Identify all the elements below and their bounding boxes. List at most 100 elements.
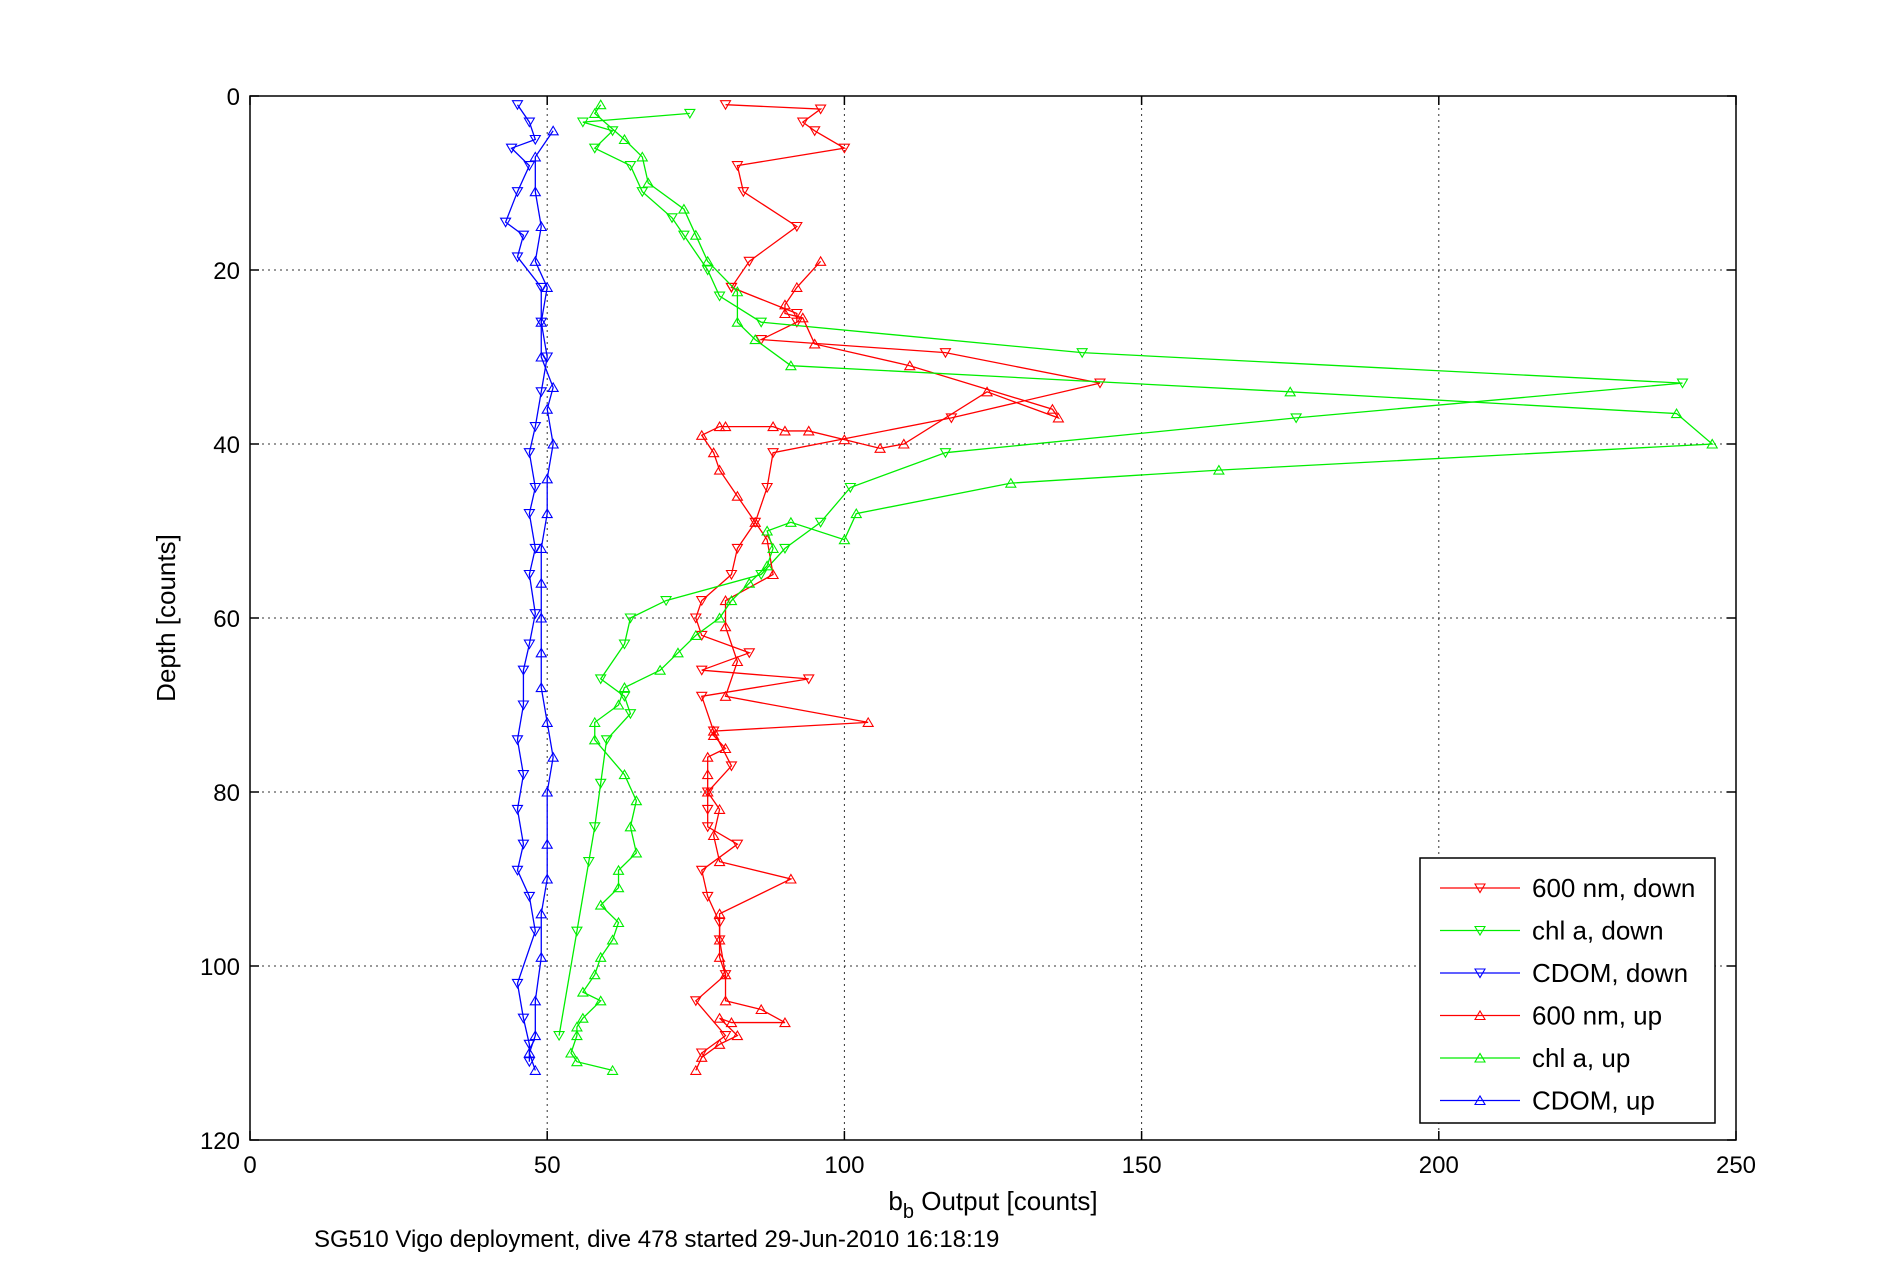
data-point — [808, 338, 821, 349]
data-point — [529, 1064, 542, 1075]
data-point — [767, 568, 780, 580]
data-point — [701, 804, 714, 815]
data-point — [1212, 464, 1225, 475]
data-point — [677, 203, 690, 214]
data-point — [529, 134, 542, 146]
data-point — [755, 317, 768, 328]
data-point — [844, 482, 857, 494]
data-point — [725, 761, 738, 772]
data-point — [719, 995, 732, 1006]
series-cdom-down — [499, 100, 554, 1068]
data-point — [790, 221, 803, 233]
data-point — [547, 125, 560, 136]
data-point — [790, 317, 803, 328]
data-point — [1284, 386, 1297, 397]
data-point — [790, 281, 803, 292]
data-point — [1676, 378, 1689, 389]
x-tick-label: 100 — [824, 1152, 864, 1179]
data-point — [719, 621, 732, 632]
data-point — [529, 186, 542, 197]
x-tick-label: 200 — [1419, 1152, 1459, 1179]
data-point — [529, 1030, 542, 1041]
legend-label: 600 nm, down — [1532, 873, 1695, 903]
data-point — [796, 117, 809, 128]
data-point — [541, 838, 554, 849]
data-point — [517, 230, 530, 241]
data-point — [731, 1030, 744, 1041]
data-point — [499, 217, 512, 228]
legend-item-cdom-up: CDOM, up — [1440, 1086, 1655, 1116]
data-point — [897, 438, 910, 449]
data-point — [594, 899, 607, 910]
data-point — [743, 648, 756, 659]
data-point — [701, 891, 714, 902]
y-tick-label: 0 — [227, 84, 240, 111]
data-point — [778, 299, 791, 310]
data-point — [719, 742, 732, 754]
data-point — [588, 969, 601, 980]
data-point — [511, 865, 524, 876]
data-point — [731, 839, 744, 850]
data-point — [535, 612, 548, 623]
data-point — [695, 596, 708, 607]
data-point — [547, 751, 560, 762]
data-point — [517, 839, 530, 850]
data-point — [588, 143, 601, 154]
data-point — [529, 422, 542, 433]
data-point — [725, 1016, 738, 1028]
data-point — [814, 517, 827, 528]
data-point — [529, 151, 542, 162]
data-point — [695, 865, 708, 876]
data-point — [529, 995, 542, 1006]
data-point — [778, 307, 791, 319]
x-tick-label: 150 — [1122, 1152, 1162, 1179]
data-point — [612, 699, 625, 710]
data-point — [814, 255, 827, 266]
data-point — [731, 655, 744, 667]
data-point — [594, 778, 607, 789]
legend-swatch-marker — [1474, 1052, 1486, 1063]
legend-item-cdom-down: CDOM, down — [1440, 958, 1688, 988]
data-point — [505, 143, 518, 154]
data-point — [731, 161, 744, 172]
data-point — [1670, 407, 1683, 419]
data-point — [802, 674, 815, 685]
data-point — [529, 926, 542, 937]
data-point — [749, 516, 762, 527]
data-point — [778, 543, 791, 554]
data-point — [731, 543, 744, 554]
data-point — [767, 448, 780, 459]
series-group — [499, 99, 1719, 1075]
series-line — [694, 104, 1101, 1054]
data-point — [570, 926, 583, 937]
y-tick-label: 40 — [213, 432, 240, 459]
legend-item-600-nm-up: 600 nm, up — [1440, 1001, 1662, 1031]
x-tick-label: 0 — [243, 1152, 256, 1179]
data-point — [511, 252, 524, 263]
data-point — [767, 421, 780, 432]
data-point — [541, 716, 554, 727]
data-point — [689, 229, 702, 240]
data-point — [1094, 378, 1106, 389]
data-point — [850, 508, 863, 519]
y-tick-label: 60 — [213, 606, 240, 633]
data-point — [517, 665, 530, 676]
data-point — [570, 1056, 583, 1067]
x-axis-label-rest: Output [counts] — [914, 1186, 1098, 1216]
data-point — [570, 1030, 583, 1041]
data-point — [535, 542, 548, 553]
x-axis-label-subscript: b — [903, 1201, 914, 1223]
data-point — [701, 822, 714, 833]
data-point — [719, 1031, 732, 1042]
data-point — [981, 386, 994, 397]
data-point — [523, 891, 536, 902]
series-chl-a-up — [565, 99, 1719, 1075]
data-point — [731, 490, 744, 501]
data-point — [660, 596, 673, 607]
legend-label: chl a, up — [1532, 1043, 1630, 1073]
x-axis-label-main: b — [888, 1186, 902, 1216]
data-point — [666, 213, 678, 224]
data-point — [1052, 412, 1065, 423]
data-point — [535, 577, 548, 588]
